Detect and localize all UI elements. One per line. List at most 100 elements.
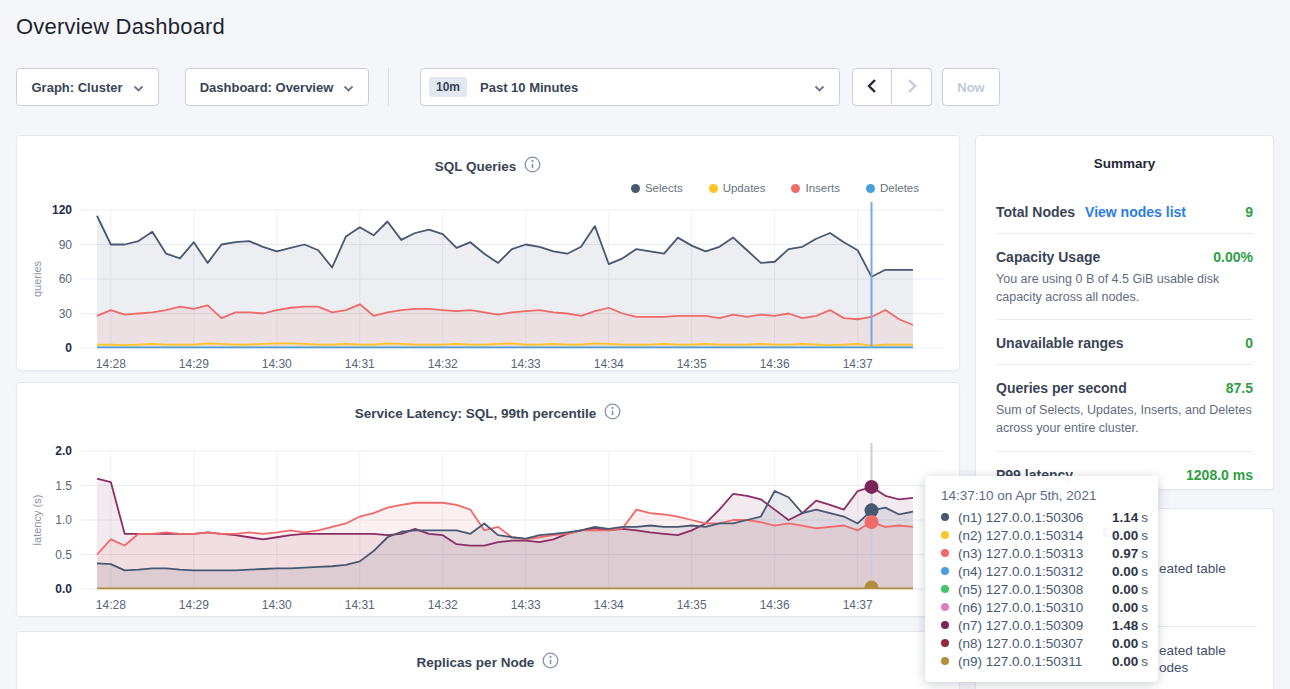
series-dot	[941, 585, 949, 593]
svg-text:14:29: 14:29	[179, 598, 209, 612]
capacity-usage-description: You are using 0 B of 4.5 GiB usable disk…	[996, 270, 1253, 306]
legend-dot	[866, 184, 875, 193]
chevron-left-icon	[867, 78, 877, 97]
chevron-down-icon	[343, 80, 354, 95]
chart-title: SQL Queries	[435, 159, 517, 174]
node-address: (n6) 127.0.0.1:50310	[958, 600, 1112, 615]
legend-label: Selects	[645, 182, 683, 194]
legend-label: Deletes	[880, 182, 919, 194]
tooltip-row: (n3) 127.0.0.1:503130.97s	[941, 544, 1148, 562]
dashboard-dropdown-label: Dashboard: Overview	[200, 80, 334, 95]
svg-text:120: 120	[52, 203, 72, 217]
queries-per-second-row: Queries per second 87.5	[996, 365, 1253, 396]
latency-unit: s	[1141, 546, 1148, 561]
next-time-button[interactable]	[892, 68, 932, 106]
unavailable-ranges-value: 0	[1245, 335, 1253, 351]
replicas-chart-card: Replicas per Node	[16, 631, 960, 689]
now-button[interactable]: Now	[942, 68, 1000, 106]
queries-per-second-label: Queries per second	[996, 380, 1127, 396]
svg-text:14:29: 14:29	[179, 357, 209, 371]
svg-text:14:32: 14:32	[428, 357, 458, 371]
latency-unit: s	[1141, 582, 1148, 597]
latency-value: 0.97	[1112, 546, 1138, 561]
summary-title: Summary	[996, 156, 1253, 171]
unavailable-ranges-label: Unavailable ranges	[996, 335, 1124, 351]
time-pager	[852, 68, 932, 106]
svg-text:14:37: 14:37	[843, 598, 873, 612]
svg-text:0: 0	[65, 341, 72, 355]
chart-title: Service Latency: SQL, 99th percentile	[355, 406, 597, 421]
latency-value: 0.00	[1112, 600, 1138, 615]
unavailable-ranges-row: Unavailable ranges 0	[996, 320, 1253, 351]
svg-text:14:37: 14:37	[843, 357, 873, 371]
info-icon[interactable]	[524, 156, 541, 177]
svg-text:90: 90	[59, 238, 73, 252]
tooltip-date: on Apr 5th, 2021	[994, 488, 1097, 503]
latency-chart-card: Service Latency: SQL, 99th percentile 0.…	[16, 382, 960, 617]
p99-latency-value: 1208.0 ms	[1186, 467, 1253, 483]
chart-hover-tooltip: 14:37:10 on Apr 5th, 2021 (n1) 127.0.0.1…	[925, 476, 1158, 682]
svg-text:14:33: 14:33	[511, 598, 541, 612]
node-address: (n5) 127.0.0.1:50308	[958, 582, 1112, 597]
chevron-right-icon	[907, 78, 917, 97]
series-dot	[941, 567, 949, 575]
legend-item[interactable]: Deletes	[866, 180, 919, 196]
latency-unit: s	[1141, 654, 1148, 669]
svg-text:14:34: 14:34	[594, 598, 624, 612]
view-nodes-link[interactable]: View nodes list	[1085, 204, 1186, 220]
event-fragment: eated table	[1159, 561, 1226, 576]
series-dot	[941, 657, 949, 665]
legend-label: Updates	[723, 182, 766, 194]
svg-text:14:32: 14:32	[428, 598, 458, 612]
chart-title: Replicas per Node	[417, 655, 535, 670]
total-nodes-row: Total Nodes View nodes list 9	[996, 189, 1253, 220]
chart-title-row: SQL Queries	[29, 156, 947, 176]
svg-text:1.5: 1.5	[55, 479, 72, 493]
dashboard-dropdown[interactable]: Dashboard: Overview	[185, 68, 369, 106]
node-address: (n7) 127.0.0.1:50309	[958, 618, 1112, 633]
prev-time-button[interactable]	[852, 68, 892, 106]
legend-dot	[631, 184, 640, 193]
latency-chart[interactable]: 0.00.51.01.52.014:2814:2914:3014:3114:32…	[29, 437, 949, 623]
tooltip-row: (n2) 127.0.0.1:503140.00s	[941, 526, 1148, 544]
tooltip-rows: (n1) 127.0.0.1:503061.14s(n2) 127.0.0.1:…	[941, 508, 1148, 670]
queries-per-second-value: 87.5	[1226, 380, 1253, 396]
info-icon[interactable]	[542, 652, 559, 673]
chart-title-row: Replicas per Node	[29, 652, 947, 672]
svg-text:60: 60	[59, 272, 73, 286]
series-dot	[941, 639, 949, 647]
node-address: (n8) 127.0.0.1:50307	[958, 636, 1112, 651]
total-nodes-value: 9	[1245, 204, 1253, 220]
charts-column: SQL Queries Selects Updates Inserts Deletes…	[16, 135, 960, 689]
queries-per-second-description: Sum of Selects, Updates, Inserts, and De…	[996, 401, 1253, 437]
capacity-usage-label: Capacity Usage	[996, 249, 1100, 265]
svg-text:14:31: 14:31	[345, 598, 375, 612]
legend-item[interactable]: Selects	[631, 180, 683, 196]
graph-dropdown-label: Graph: Cluster	[31, 80, 122, 95]
series-dot	[941, 513, 949, 521]
chevron-down-icon	[133, 80, 144, 95]
tooltip-row: (n6) 127.0.0.1:503100.00s	[941, 598, 1148, 616]
tooltip-timestamp: 14:37:10 on Apr 5th, 2021	[941, 488, 1148, 503]
svg-text:14:34: 14:34	[594, 357, 624, 371]
node-address: (n3) 127.0.0.1:50313	[958, 546, 1112, 561]
sql-queries-chart-card: SQL Queries Selects Updates Inserts Deletes…	[16, 135, 960, 371]
sql-queries-chart[interactable]: 030609012014:2814:2914:3014:3114:3214:33…	[29, 196, 949, 382]
info-icon[interactable]	[604, 403, 621, 424]
svg-text:14:28: 14:28	[96, 357, 126, 371]
series-dot	[941, 603, 949, 611]
latency-unit: s	[1141, 510, 1148, 525]
tooltip-row: (n9) 127.0.0.1:503110.00s	[941, 652, 1148, 670]
latency-unit: s	[1141, 636, 1148, 651]
svg-text:30: 30	[59, 307, 73, 321]
graph-dropdown[interactable]: Graph: Cluster	[16, 68, 159, 106]
event-fragment: eated table	[1159, 643, 1226, 658]
svg-text:2.0: 2.0	[55, 444, 72, 458]
svg-text:14:36: 14:36	[760, 598, 790, 612]
legend-item[interactable]: Updates	[709, 180, 766, 196]
node-address: (n2) 127.0.0.1:50314	[958, 528, 1112, 543]
legend-item[interactable]: Inserts	[791, 180, 840, 196]
node-address: (n4) 127.0.0.1:50312	[958, 564, 1112, 579]
time-range-selector[interactable]: 10m Past 10 Minutes	[420, 68, 840, 106]
svg-text:queries: queries	[31, 260, 43, 297]
